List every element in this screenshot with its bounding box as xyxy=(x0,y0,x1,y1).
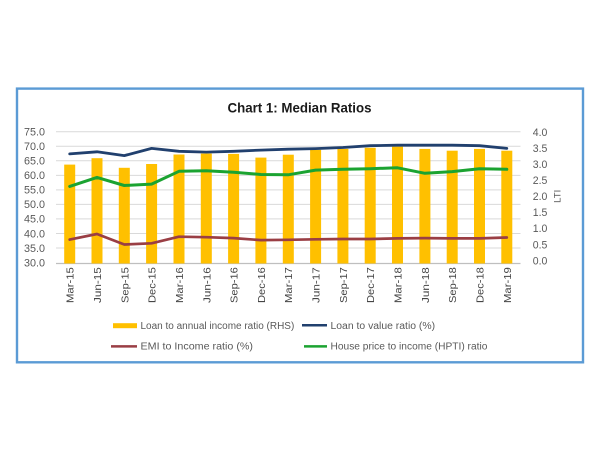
svg-text:Jun-16: Jun-16 xyxy=(201,267,213,303)
svg-text:1.0: 1.0 xyxy=(533,223,548,235)
svg-text:40.0: 40.0 xyxy=(24,228,45,240)
svg-text:4.0: 4.0 xyxy=(533,127,548,139)
svg-text:45.0: 45.0 xyxy=(24,214,45,226)
svg-text:Dec-18: Dec-18 xyxy=(475,267,487,303)
svg-text:Jun-18: Jun-18 xyxy=(420,267,432,303)
svg-text:0.5: 0.5 xyxy=(533,239,548,251)
svg-text:House price to income (HPTI) r: House price to income (HPTI) ratio xyxy=(331,342,488,353)
svg-text:Mar-15: Mar-15 xyxy=(65,267,77,303)
svg-text:30.0: 30.0 xyxy=(24,257,45,269)
svg-text:55.0: 55.0 xyxy=(24,185,45,197)
svg-text:Dec-16: Dec-16 xyxy=(256,267,268,303)
svg-text:Mar-19: Mar-19 xyxy=(502,267,514,303)
svg-text:Loan to annual income ratio (R: Loan to annual income ratio (RHS) xyxy=(141,321,295,332)
svg-text:65.0: 65.0 xyxy=(24,156,45,168)
svg-text:Sep-17: Sep-17 xyxy=(338,267,350,303)
svg-text:75.0: 75.0 xyxy=(24,127,45,139)
svg-text:Mar-16: Mar-16 xyxy=(174,267,186,303)
svg-text:Loan to value ratio (%): Loan to value ratio (%) xyxy=(331,321,436,332)
svg-text:3.5: 3.5 xyxy=(533,143,548,155)
svg-text:LTI: LTI xyxy=(553,190,564,203)
svg-text:Dec-15: Dec-15 xyxy=(147,267,159,303)
svg-text:Jun-17: Jun-17 xyxy=(311,267,323,303)
svg-text:Sep-16: Sep-16 xyxy=(229,267,241,303)
svg-text:2.0: 2.0 xyxy=(533,191,548,203)
svg-text:Chart 1: Median Ratios: Chart 1: Median Ratios xyxy=(228,99,372,115)
svg-text:Mar-17: Mar-17 xyxy=(283,267,295,303)
svg-text:3.0: 3.0 xyxy=(533,159,548,171)
svg-text:0.0: 0.0 xyxy=(533,255,548,267)
svg-text:Sep-18: Sep-18 xyxy=(447,267,459,303)
svg-text:1.5: 1.5 xyxy=(533,207,548,219)
svg-text:70.0: 70.0 xyxy=(24,141,45,153)
svg-text:2.5: 2.5 xyxy=(533,175,548,187)
svg-text:35.0: 35.0 xyxy=(24,243,45,255)
svg-text:Jun-15: Jun-15 xyxy=(92,267,104,303)
svg-text:Mar-18: Mar-18 xyxy=(393,267,405,303)
svg-text:60.0: 60.0 xyxy=(24,170,45,182)
svg-text:EMI to Income ratio (%): EMI to Income ratio (%) xyxy=(141,342,254,353)
svg-text:Dec-17: Dec-17 xyxy=(365,267,377,303)
svg-text:50.0: 50.0 xyxy=(24,199,45,211)
svg-text:Sep-15: Sep-15 xyxy=(119,267,131,303)
